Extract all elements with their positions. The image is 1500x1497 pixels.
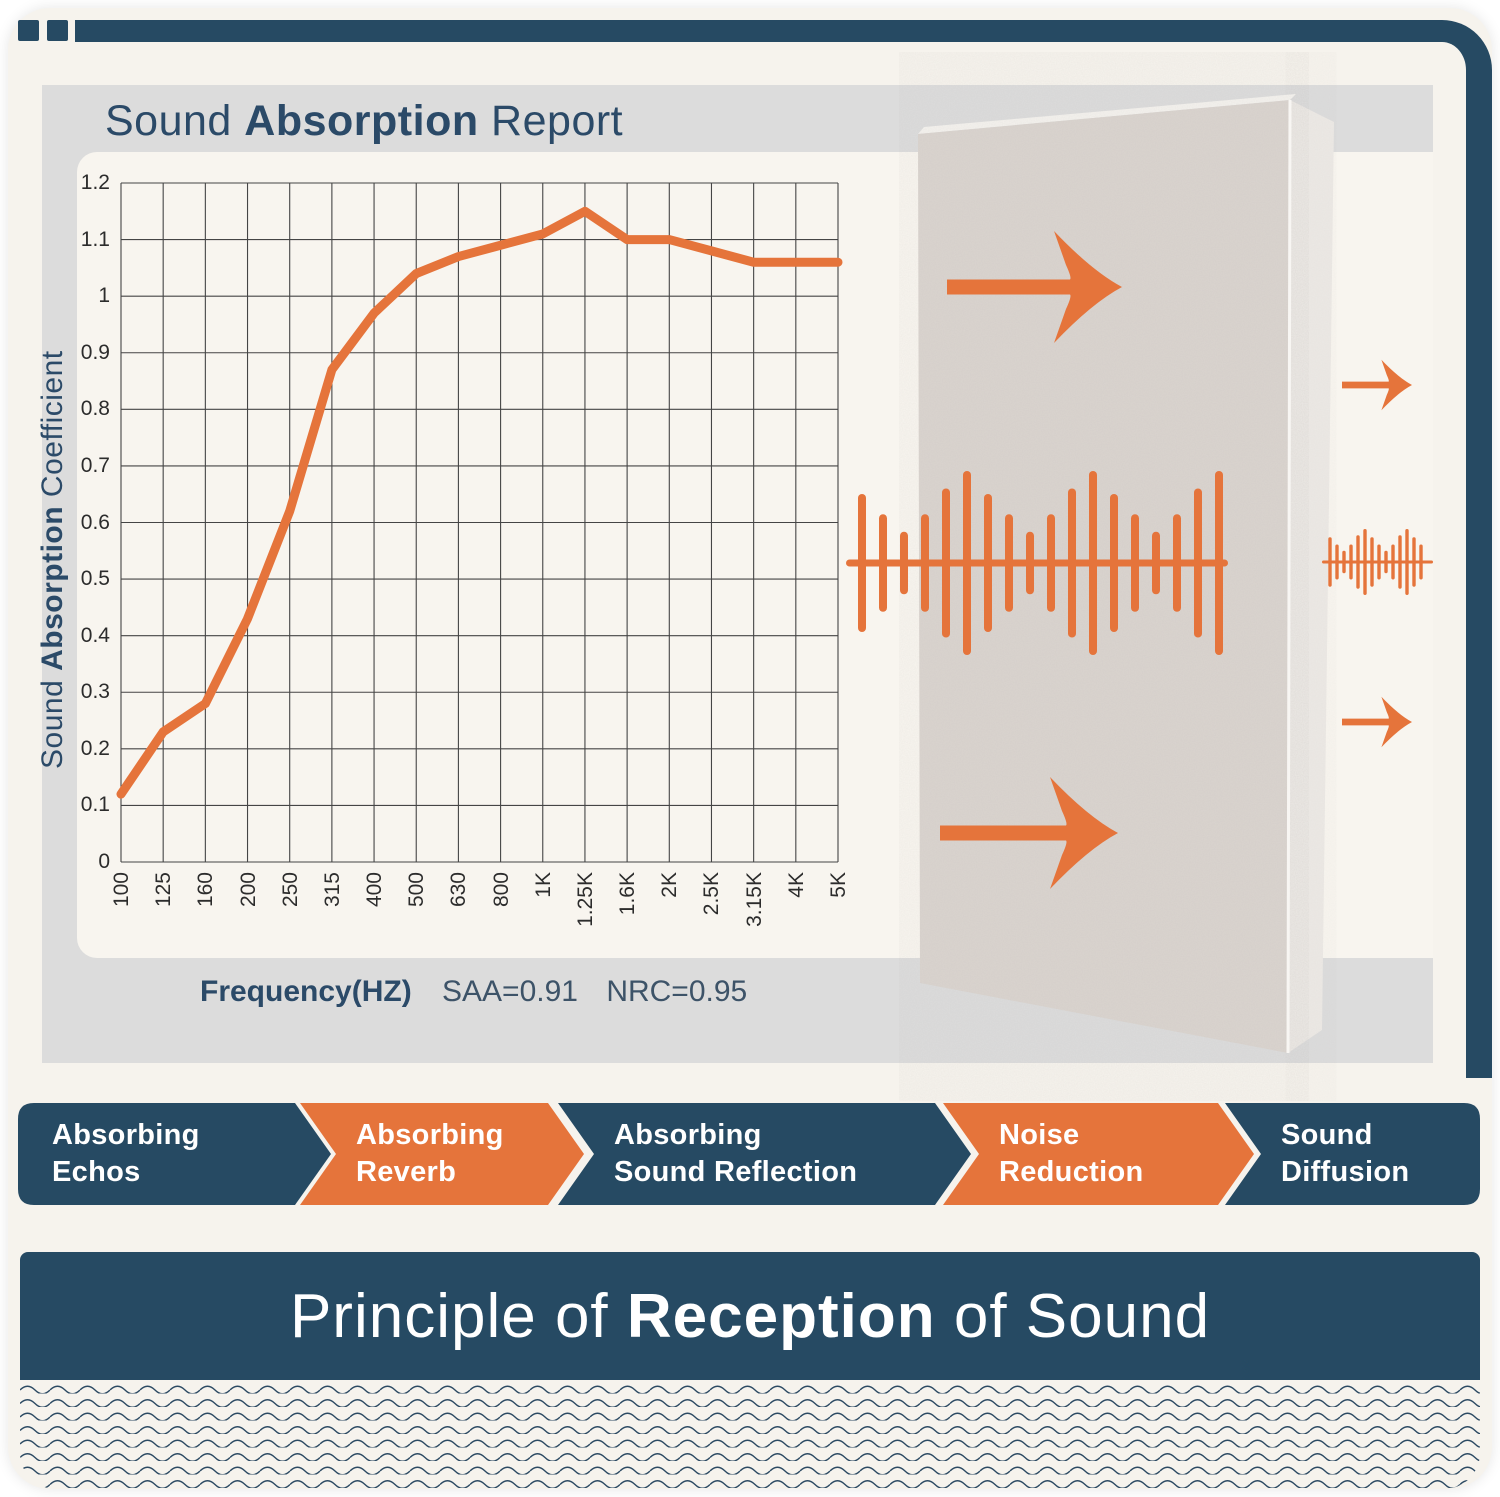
banner-absorbing-reflection: Absorbing Sound Reflection — [614, 1119, 858, 1188]
x-tick-label: 500 — [405, 872, 429, 908]
y-tick-label: 1.2 — [80, 171, 110, 194]
y-tick-label: 0 — [98, 850, 110, 873]
y-tick-label: 1 — [98, 284, 110, 308]
y-tick-label: 0.2 — [80, 736, 110, 760]
x-tick-label: 1K — [531, 872, 555, 898]
x-tick-label: 5K — [827, 872, 850, 898]
deco-square-icon — [47, 20, 68, 41]
saa-value: SAA=0.91 — [442, 975, 578, 1008]
footer-title: Principle of Reception of Sound — [289, 1281, 1211, 1351]
report-title: Sound Absorption Report — [105, 97, 624, 145]
deco-square-icon — [18, 20, 39, 41]
banner-absorbing-reverb: Absorbing Reverb — [356, 1119, 504, 1188]
banner-sound-diffusion: Sound Diffusion — [1281, 1119, 1410, 1188]
y-tick-label: 0.3 — [80, 680, 110, 704]
x-tick-label: 630 — [447, 872, 471, 908]
mesh-pattern-icon — [20, 1380, 1480, 1489]
footer-pattern — [20, 1380, 1480, 1489]
footer-title-band: Principle of Reception of Sound — [20, 1252, 1480, 1380]
x-tick-label: 250 — [278, 872, 302, 908]
x-tick-label: 1.6K — [616, 872, 640, 916]
x-tick-label: 400 — [363, 872, 387, 908]
x-tick-label: 160 — [194, 872, 218, 908]
x-tick-label: 4K — [784, 872, 808, 898]
x-tick-label: 1.25K — [573, 872, 597, 927]
x-axis-label: Frequency(HZ) — [200, 975, 412, 1008]
x-tick-label: 2.5K — [700, 872, 724, 916]
nrc-value: NRC=0.95 — [606, 975, 748, 1008]
x-tick-label: 200 — [236, 872, 260, 908]
chart-caption: Frequency(HZ) SAA=0.91 NRC=0.95 — [200, 975, 767, 1009]
x-tick-label: 800 — [489, 872, 513, 908]
x-tick-label: 3.15K — [742, 872, 766, 927]
x-tick-label: 100 — [110, 872, 133, 908]
chart-panel — [77, 152, 1433, 958]
y-tick-label: 0.5 — [80, 567, 110, 591]
y-tick-label: 0.9 — [80, 340, 110, 364]
y-tick-label: 0.8 — [80, 397, 110, 421]
x-tick-label: 315 — [320, 872, 344, 908]
y-tick-label: 0.4 — [80, 623, 110, 647]
banner-noise-reduction: Noise Reduction — [999, 1119, 1144, 1188]
x-tick-label: 125 — [152, 872, 176, 908]
banner-absorbing-echos: Absorbing Echos — [52, 1119, 200, 1188]
x-tick-label: 2K — [658, 872, 682, 898]
deco-corner-bar — [75, 20, 1492, 1078]
y-tick-label: 0.1 — [80, 793, 110, 817]
y-tick-label: 1.1 — [80, 227, 110, 251]
y-tick-label: 0.7 — [80, 453, 110, 477]
y-tick-label: 0.6 — [80, 510, 110, 534]
